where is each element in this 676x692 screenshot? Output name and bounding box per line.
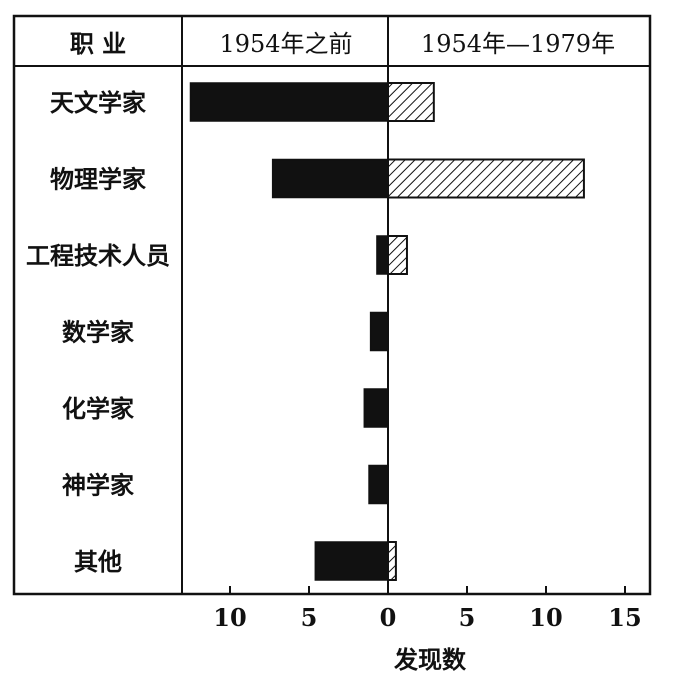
bar-before-1954	[271, 158, 389, 199]
category-label: 神学家	[62, 471, 134, 500]
category-label: 化学家	[62, 394, 134, 423]
x-tick-label: 10	[529, 603, 562, 632]
category-label: 物理学家	[50, 165, 146, 194]
bar-1954-1979	[387, 82, 435, 122]
bar-before-1954	[376, 235, 389, 275]
bar-before-1954	[314, 541, 389, 581]
x-tick-label: 5	[459, 603, 476, 632]
category-label: 天文学家	[50, 88, 146, 117]
header-category-label: 职 业	[70, 29, 126, 58]
chart-frame	[12, 14, 652, 596]
bar-before-1954	[363, 388, 389, 428]
category-label: 数学家	[62, 318, 134, 347]
bar-1954-1979	[387, 541, 397, 581]
header-right-series-label: 1954年—1979年	[421, 30, 615, 58]
x-tick-label: 10	[213, 603, 246, 632]
category-label: 工程技术人员	[26, 241, 170, 270]
header-left-series-label: 1954年之前	[219, 30, 352, 58]
x-tick-label: 0	[380, 603, 397, 632]
bar-before-1954	[189, 82, 389, 122]
bar-before-1954	[369, 311, 389, 352]
x-tick-label: 5	[301, 603, 318, 632]
x-axis-label: 发现数	[393, 645, 467, 674]
x-tick-label: 15	[608, 603, 641, 632]
bar-1954-1979	[387, 235, 408, 275]
bar-1954-1979	[387, 158, 585, 199]
category-label: 其他	[74, 547, 122, 576]
bar-before-1954	[368, 464, 389, 505]
